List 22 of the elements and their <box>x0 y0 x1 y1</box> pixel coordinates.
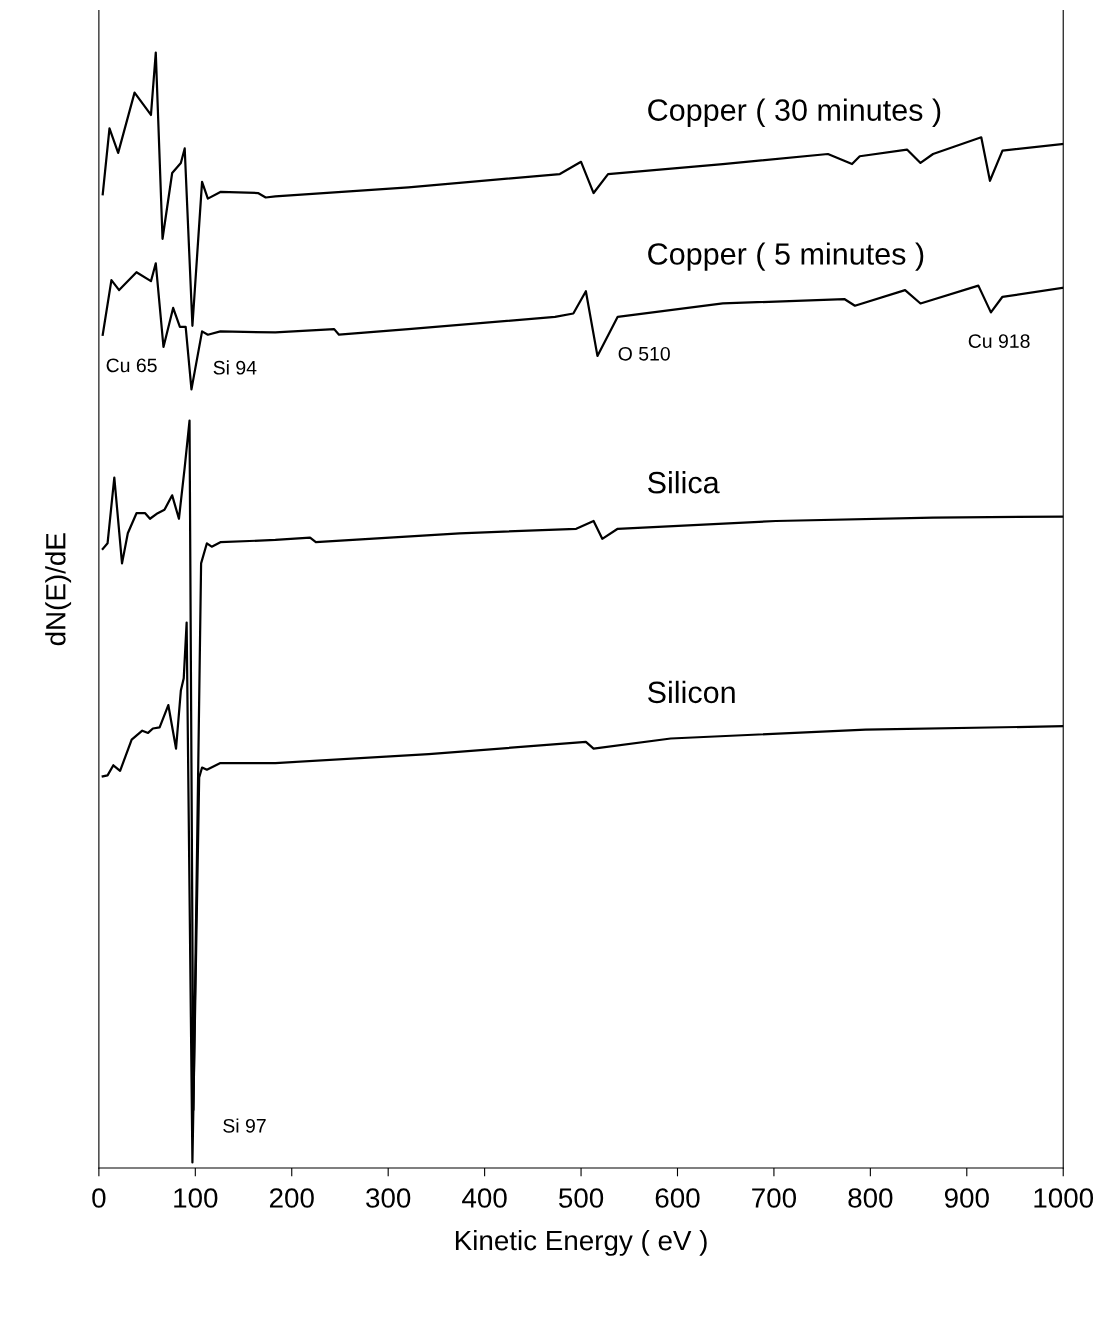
x-tick-label: 1000 <box>1034 1188 1094 1208</box>
x-tick-label: 400 <box>462 1188 507 1208</box>
series-label: Silicon <box>648 680 735 704</box>
x-tick-label: 700 <box>752 1188 797 1208</box>
x-tick-label: 900 <box>944 1188 989 1208</box>
x-tick-label: 100 <box>174 1188 218 1208</box>
y-axis-title: dN(E)/dE <box>45 533 72 646</box>
x-tick-label: 600 <box>655 1188 700 1208</box>
series-label: Silica <box>648 471 720 494</box>
x-tick-label: 0 <box>92 1188 106 1208</box>
x-tick-label: 500 <box>558 1188 604 1208</box>
annotation: Cu 918 <box>968 334 1030 348</box>
x-tick-label: 200 <box>269 1188 314 1208</box>
x-tick-label: 300 <box>366 1188 411 1208</box>
annotation: Cu 65 <box>106 358 157 373</box>
series-label: Copper ( 30 minutes ) <box>648 98 941 127</box>
annotation: O 510 <box>618 346 670 361</box>
x-tick-label: 800 <box>848 1188 893 1208</box>
annotation: Si 94 <box>213 360 257 375</box>
x-axis-title: Kinetic Energy ( eV ) <box>455 1229 707 1256</box>
series-label: Copper ( 5 minutes ) <box>648 242 924 271</box>
annotation: Si 97 <box>223 1118 266 1133</box>
